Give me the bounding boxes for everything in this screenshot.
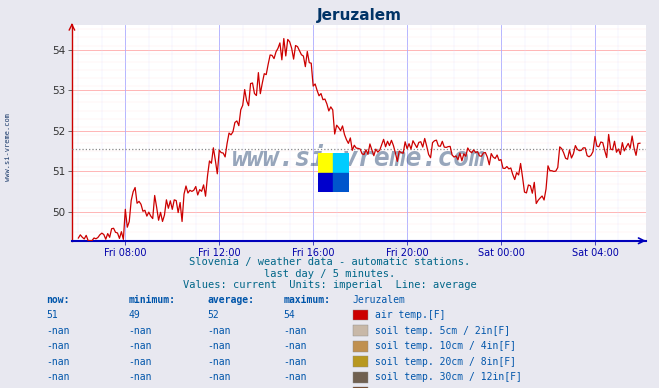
Text: last day / 5 minutes.: last day / 5 minutes.	[264, 268, 395, 279]
Text: now:: now:	[46, 294, 70, 305]
Polygon shape	[333, 153, 349, 173]
Text: -nan: -nan	[129, 372, 152, 382]
Text: -nan: -nan	[129, 341, 152, 351]
Text: Values: current  Units: imperial  Line: average: Values: current Units: imperial Line: av…	[183, 280, 476, 290]
Text: soil temp. 30cm / 12in[F]: soil temp. 30cm / 12in[F]	[375, 372, 522, 382]
Text: Jeruzalem: Jeruzalem	[353, 294, 405, 305]
Text: air temp.[F]: air temp.[F]	[375, 310, 445, 320]
Text: -nan: -nan	[129, 326, 152, 336]
Text: maximum:: maximum:	[283, 294, 330, 305]
Text: -nan: -nan	[283, 357, 307, 367]
Text: www.si-vreme.com: www.si-vreme.com	[5, 113, 11, 182]
Text: -nan: -nan	[283, 372, 307, 382]
Text: soil temp. 20cm / 8in[F]: soil temp. 20cm / 8in[F]	[375, 357, 516, 367]
Polygon shape	[333, 173, 349, 192]
Text: -nan: -nan	[129, 357, 152, 367]
Text: -nan: -nan	[46, 341, 70, 351]
Text: soil temp. 10cm / 4in[F]: soil temp. 10cm / 4in[F]	[375, 341, 516, 351]
Text: Slovenia / weather data - automatic stations.: Slovenia / weather data - automatic stat…	[189, 257, 470, 267]
Text: average:: average:	[208, 294, 254, 305]
Text: www.si-vreme.com: www.si-vreme.com	[232, 146, 486, 172]
Text: -nan: -nan	[283, 326, 307, 336]
Text: -nan: -nan	[208, 357, 231, 367]
Text: -nan: -nan	[208, 326, 231, 336]
Polygon shape	[318, 153, 333, 173]
Text: 52: 52	[208, 310, 219, 320]
Text: -nan: -nan	[46, 357, 70, 367]
Text: -nan: -nan	[283, 341, 307, 351]
Title: Jeruzalem: Jeruzalem	[317, 8, 401, 23]
Text: minimum:: minimum:	[129, 294, 175, 305]
Text: 54: 54	[283, 310, 295, 320]
Polygon shape	[318, 173, 333, 192]
Text: soil temp. 5cm / 2in[F]: soil temp. 5cm / 2in[F]	[375, 326, 510, 336]
Text: -nan: -nan	[46, 372, 70, 382]
Text: 49: 49	[129, 310, 140, 320]
Text: -nan: -nan	[208, 372, 231, 382]
Text: -nan: -nan	[46, 326, 70, 336]
Text: 51: 51	[46, 310, 58, 320]
Text: -nan: -nan	[208, 341, 231, 351]
